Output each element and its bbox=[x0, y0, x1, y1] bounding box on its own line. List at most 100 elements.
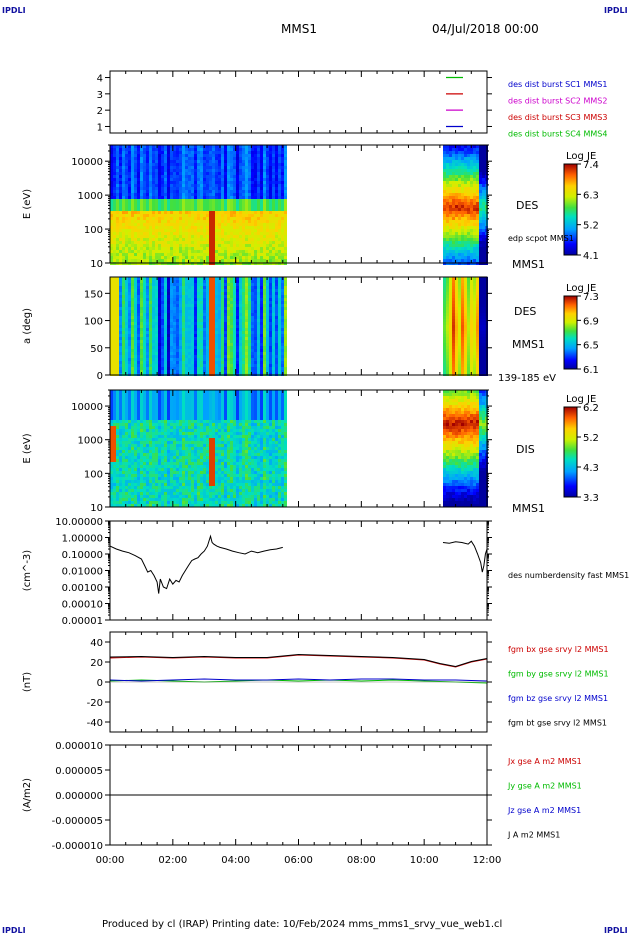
spectrogram-cell bbox=[161, 220, 164, 223]
spectrogram-cell bbox=[203, 307, 206, 310]
spectrogram-cell bbox=[215, 256, 218, 259]
spectrogram-cell bbox=[176, 160, 179, 163]
spectrogram-cell bbox=[170, 316, 173, 319]
spectrogram-cell bbox=[125, 361, 128, 364]
spectrogram-cell bbox=[158, 313, 161, 316]
spectrogram-cell bbox=[263, 214, 266, 217]
spectrogram-cell bbox=[233, 346, 236, 349]
spectrogram-cell bbox=[149, 352, 152, 355]
spectrogram-cell bbox=[209, 298, 212, 301]
spectrogram-cell bbox=[248, 253, 251, 256]
spectrogram-cell bbox=[182, 244, 185, 247]
spectrogram-cell bbox=[179, 163, 182, 166]
spectrogram-cell bbox=[257, 319, 260, 322]
spectrogram-cell bbox=[257, 235, 260, 238]
spectrogram-cell bbox=[152, 226, 155, 229]
spectrogram-cell bbox=[152, 280, 155, 283]
spectrogram-cell bbox=[254, 232, 257, 235]
spectrogram-cell bbox=[473, 217, 476, 220]
spectrogram-cell bbox=[281, 334, 284, 337]
spectrogram-cell bbox=[443, 301, 446, 304]
spectrogram-cell bbox=[260, 148, 263, 151]
spectrogram-cell bbox=[479, 256, 482, 259]
spectrogram-cell bbox=[221, 337, 224, 340]
spectrogram-cell bbox=[467, 178, 470, 181]
spectrogram-cell bbox=[260, 349, 263, 352]
spectrogram-cell bbox=[215, 178, 218, 181]
spectrogram-cell bbox=[236, 232, 239, 235]
spectrogram-cell bbox=[188, 337, 191, 340]
spectrogram-cell bbox=[179, 187, 182, 190]
spectrogram-cell bbox=[260, 310, 263, 313]
spectrogram-cell bbox=[449, 322, 452, 325]
spectrogram-cell bbox=[218, 280, 221, 283]
spectrogram-cell bbox=[221, 334, 224, 337]
spectrogram-cell bbox=[227, 340, 230, 343]
spectrogram-cell bbox=[218, 313, 221, 316]
spectrogram-cell bbox=[155, 148, 158, 151]
spectrogram-cell bbox=[206, 190, 209, 193]
spectrogram-cell bbox=[146, 154, 149, 157]
spectrogram-cell bbox=[461, 178, 464, 181]
spectrogram-cell bbox=[152, 187, 155, 190]
spectrogram-cell bbox=[203, 304, 206, 307]
spectrogram-cell bbox=[164, 238, 167, 241]
spectrogram-cell bbox=[143, 310, 146, 313]
spectrogram-cell bbox=[242, 301, 245, 304]
spectrogram-cell bbox=[230, 367, 233, 370]
spectrogram-cell bbox=[263, 241, 266, 244]
spectrogram-cell bbox=[140, 292, 143, 295]
spectrogram-cell bbox=[209, 340, 212, 343]
spectrogram-cell bbox=[188, 343, 191, 346]
spectrogram-cell bbox=[155, 154, 158, 157]
spectrogram-cell bbox=[257, 253, 260, 256]
spectrogram-cell bbox=[128, 214, 131, 217]
spectrogram-cell bbox=[245, 304, 248, 307]
spectrogram-cell bbox=[245, 343, 248, 346]
spectrogram-cell bbox=[170, 289, 173, 292]
spectrogram-cell bbox=[203, 370, 206, 373]
spectrogram-cell bbox=[221, 313, 224, 316]
spectrogram-cell bbox=[284, 199, 287, 202]
spectrogram-cell bbox=[221, 349, 224, 352]
spectrogram-cell bbox=[209, 148, 212, 151]
spectrogram-cell bbox=[221, 292, 224, 295]
spectrogram-cell bbox=[227, 250, 230, 253]
spectrogram-cell bbox=[251, 190, 254, 193]
spectrogram-cell bbox=[113, 349, 116, 352]
spectrogram-cell bbox=[230, 283, 233, 286]
spectrogram-cell bbox=[215, 304, 218, 307]
spectrogram-cell bbox=[179, 229, 182, 232]
spectrogram-cell bbox=[284, 232, 287, 235]
spectrogram-cell bbox=[164, 277, 167, 280]
spectrogram-cell bbox=[203, 334, 206, 337]
spectrogram-cell bbox=[452, 214, 455, 217]
spectrogram-cell bbox=[212, 301, 215, 304]
spectrogram-cell bbox=[185, 241, 188, 244]
spectrogram-cell bbox=[482, 211, 485, 214]
spectrogram-cell bbox=[206, 298, 209, 301]
spectrogram-cell bbox=[176, 196, 179, 199]
spectrogram-cell bbox=[236, 244, 239, 247]
spectrogram-cell bbox=[119, 157, 122, 160]
spectrogram-cell bbox=[281, 253, 284, 256]
spectrogram-cell bbox=[176, 331, 179, 334]
spectrogram-cell bbox=[167, 193, 170, 196]
spectrogram-cell bbox=[449, 295, 452, 298]
spectrogram-cell bbox=[275, 322, 278, 325]
spectrogram-cell bbox=[230, 301, 233, 304]
spectrogram-cell bbox=[443, 166, 446, 169]
spectrogram-cell bbox=[200, 190, 203, 193]
spectrogram-cell bbox=[449, 253, 452, 256]
spectrogram-cell bbox=[176, 187, 179, 190]
spectrogram-cell bbox=[281, 217, 284, 220]
spectrogram-cell bbox=[227, 289, 230, 292]
spectrogram-cell bbox=[221, 220, 224, 223]
spectrogram-cell bbox=[236, 349, 239, 352]
spectrogram-cell bbox=[128, 319, 131, 322]
spectrogram-cell bbox=[212, 334, 215, 337]
spectrogram-cell bbox=[128, 250, 131, 253]
spectrogram-cell bbox=[476, 166, 479, 169]
spectrogram-cell bbox=[227, 295, 230, 298]
spectrogram-cell bbox=[110, 316, 113, 319]
